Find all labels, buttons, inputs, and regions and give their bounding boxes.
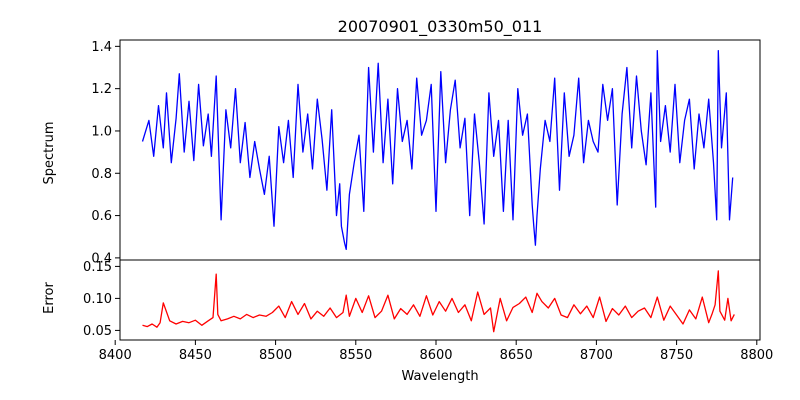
top-ytick-label: 1.0 <box>91 124 112 139</box>
bottom-ylabel: Error <box>42 282 57 314</box>
bottom-xtick-label: 8800 <box>740 348 773 363</box>
bottom-ytick-label: 0.05 <box>83 324 112 339</box>
bottom-xtick-label: 8650 <box>500 348 533 363</box>
bottom-xtick-label: 8700 <box>580 348 613 363</box>
error-panel: 0.05 0.10 0.15 8400 8450 8500 8550 8600 8650 8700… <box>83 259 773 363</box>
top-ytick-label: 1.4 <box>91 40 112 55</box>
chart-title: 20070901_0330m50_011 <box>338 17 543 37</box>
bottom-series-line-0 <box>142 270 735 333</box>
top-series-line-0 <box>141 49 734 251</box>
top-axes-frame <box>119 39 761 261</box>
top-ytick-label: 1.2 <box>91 82 112 97</box>
bottom-xtick-label: 8500 <box>259 348 292 363</box>
spectrum-panel: 0.4 0.6 0.8 1.0 1.2 1.4 <box>91 39 761 266</box>
bottom-xtick-label: 8550 <box>339 348 372 363</box>
bottom-axes-frame <box>119 259 761 341</box>
top-ytick-label: 0.6 <box>91 209 112 224</box>
bottom-xtick-label: 8400 <box>99 348 132 363</box>
top-ytick-label: 0.4 <box>91 251 112 266</box>
bottom-ytick-label: 0.15 <box>83 260 112 275</box>
bottom-xtick-label: 8450 <box>179 348 212 363</box>
x-axis-label: Wavelength <box>401 369 478 384</box>
top-ytick-label: 0.8 <box>91 167 112 182</box>
bottom-ytick-label: 0.10 <box>83 292 112 307</box>
top-ylabel: Spectrum <box>42 122 57 185</box>
bottom-xtick-label: 8750 <box>660 348 693 363</box>
bottom-xtick-label: 8600 <box>419 348 452 363</box>
